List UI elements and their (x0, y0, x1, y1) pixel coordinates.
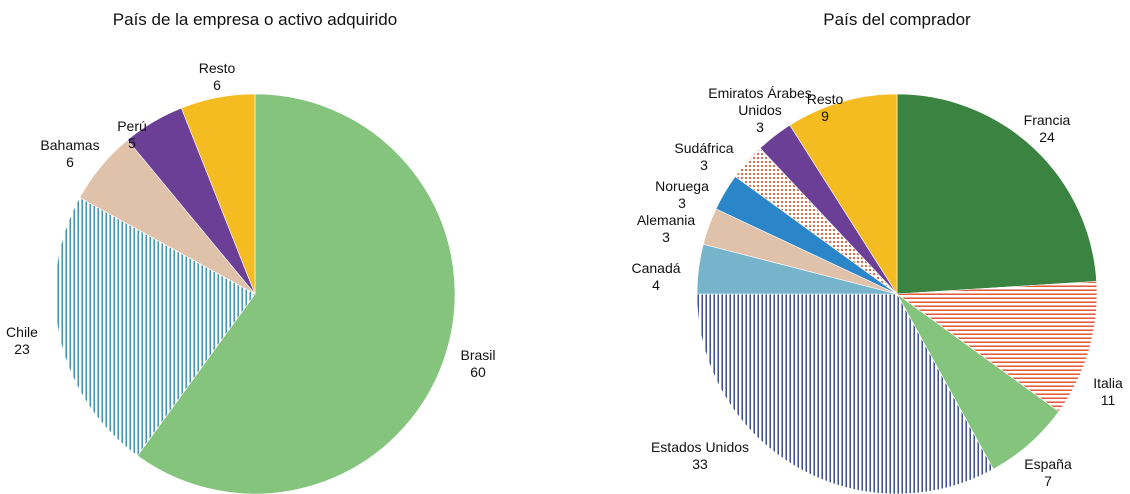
pie-slice (896, 93, 1097, 295)
slice-value: 7 (1044, 473, 1052, 489)
chart-title: País del comprador (823, 10, 971, 29)
pie-slice (696, 293, 994, 494)
slice-name: Emiratos Árabes Unidos (708, 85, 812, 118)
slice-label: Emiratos Árabes Unidos 3 (699, 85, 821, 136)
slice-value: 24 (1039, 129, 1055, 145)
slice-label: Chile 23 (6, 324, 38, 358)
slice-value: 9 (821, 108, 829, 124)
slice-label: Sudáfrica 3 (674, 140, 733, 174)
slice-label: Resto 9 (807, 91, 844, 125)
slice-value: 5 (128, 135, 136, 151)
slice-label: Francia 24 (1024, 112, 1071, 146)
slice-label: Alemania 3 (637, 212, 695, 246)
slice-value: 6 (213, 77, 221, 93)
slice-name: Francia (1023, 112, 1071, 128)
slice-name: Resto (806, 91, 844, 107)
slice-label: Italia 11 (1093, 375, 1123, 409)
slice-name: Canadá (631, 260, 681, 276)
slice-name: Chile (6, 324, 38, 340)
slice-value: 4 (652, 277, 660, 293)
slice-value: 3 (756, 119, 764, 135)
slice-name: Brasil (460, 347, 496, 363)
slice-name: Noruega (655, 178, 709, 194)
slice-name: Resto (198, 60, 236, 76)
slice-label: Canadá 4 (631, 260, 680, 294)
pie-slice (54, 197, 256, 457)
pie-slice (896, 281, 1098, 412)
slice-label: Bahamas 6 (40, 137, 99, 171)
slice-name: Alemania (636, 212, 696, 228)
pie-slice (789, 93, 898, 296)
slice-name: Perú (117, 118, 147, 134)
slice-value: 33 (692, 456, 708, 472)
slice-name: Sudáfrica (674, 140, 734, 156)
slice-name: Bahamas (40, 137, 100, 153)
slice-value: 3 (678, 195, 686, 211)
slice-name: España (1024, 456, 1072, 472)
slice-label: Perú 5 (117, 118, 147, 152)
slice-value: 60 (470, 364, 486, 380)
slice-value: 3 (662, 229, 670, 245)
slice-label: Resto 6 (199, 60, 236, 94)
slice-label: Brasil 60 (460, 347, 495, 381)
slice-name: Italia (1093, 375, 1123, 391)
slice-value: 11 (1100, 392, 1116, 408)
pie-slice (137, 93, 456, 494)
slice-value: 3 (700, 157, 708, 173)
slice-label: Estados Unidos 33 (651, 439, 749, 473)
slice-label: España 7 (1024, 456, 1071, 490)
chart-title: País de la empresa o activo adquirido (112, 10, 398, 29)
slice-name: Estados Unidos (650, 439, 750, 455)
slice-value: 23 (14, 341, 30, 357)
slice-label: Noruega 3 (655, 178, 709, 212)
slice-value: 6 (66, 154, 74, 170)
pie-slice (180, 93, 256, 295)
